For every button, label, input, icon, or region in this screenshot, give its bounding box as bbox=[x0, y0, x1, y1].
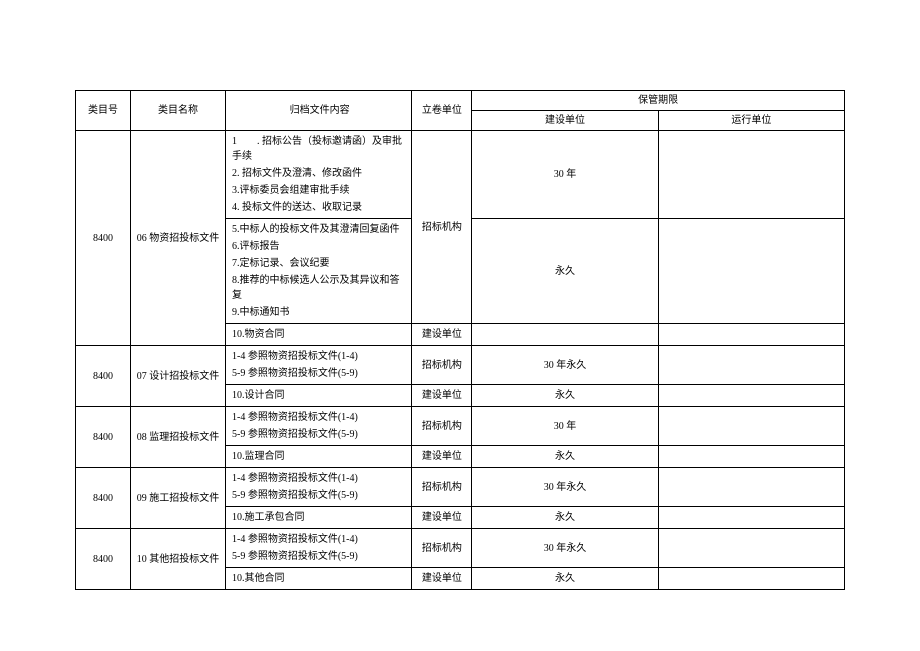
cell-period1: 30 年永久 bbox=[472, 468, 658, 507]
header-period-group: 保管期限 bbox=[472, 91, 845, 111]
header-period1: 建设单位 bbox=[472, 111, 658, 131]
cell-period1: 永久 bbox=[472, 507, 658, 529]
content-line: 10.物资合同 bbox=[232, 326, 407, 343]
cell-id: 8400 bbox=[76, 346, 131, 407]
content-line: 1-4 参照物资招投标文件(1-4) bbox=[232, 531, 407, 548]
cell-unit: 建设单位 bbox=[412, 446, 472, 468]
cell-name: 10 其他招投标文件 bbox=[131, 529, 226, 590]
content-line: 1 . 招标公告（投标邀请函）及审批手续 bbox=[232, 133, 407, 165]
cell-content: 5.中标人的投标文件及其澄清回复函件6.评标报告7.定标记录、会议纪要8.推荐的… bbox=[226, 219, 412, 324]
cell-id: 8400 bbox=[76, 407, 131, 468]
cell-id: 8400 bbox=[76, 131, 131, 346]
cell-content: 10.设计合同 bbox=[226, 385, 412, 407]
cell-unit: 建设单位 bbox=[412, 324, 472, 346]
cell-period1: 30 年 bbox=[472, 407, 658, 446]
table-body: 840006 物资招投标文件1 . 招标公告（投标邀请函）及审批手续2. 招标文… bbox=[76, 131, 845, 590]
cell-content: 1 . 招标公告（投标邀请函）及审批手续2. 招标文件及澄清、修改函件3.评标委… bbox=[226, 131, 412, 219]
cell-content: 10.监理合同 bbox=[226, 446, 412, 468]
table-row: 840006 物资招投标文件1 . 招标公告（投标邀请函）及审批手续2. 招标文… bbox=[76, 131, 845, 219]
content-line: 5-9 参照物资招投标文件(5-9) bbox=[232, 365, 407, 382]
content-line: 6.评标报告 bbox=[232, 238, 407, 255]
cell-id: 8400 bbox=[76, 529, 131, 590]
cell-period2 bbox=[658, 407, 844, 446]
cell-period1: 30 年永久 bbox=[472, 346, 658, 385]
cell-period1: 永久 bbox=[472, 568, 658, 590]
header-id: 类目号 bbox=[76, 91, 131, 131]
cell-period2 bbox=[658, 346, 844, 385]
cell-unit: 招标机构 bbox=[412, 407, 472, 446]
cell-period2 bbox=[658, 446, 844, 468]
content-line: 10.设计合同 bbox=[232, 387, 407, 404]
cell-period2 bbox=[658, 529, 844, 568]
cell-period1: 永久 bbox=[472, 219, 658, 324]
cell-name: 06 物资招投标文件 bbox=[131, 131, 226, 346]
content-line: 1-4 参照物资招投标文件(1-4) bbox=[232, 348, 407, 365]
cell-unit: 建设单位 bbox=[412, 568, 472, 590]
content-line: 2. 招标文件及澄清、修改函件 bbox=[232, 165, 407, 182]
content-line: 8.推荐的中标候选人公示及其异议和答复 bbox=[232, 272, 407, 304]
content-line: 1-4 参照物资招投标文件(1-4) bbox=[232, 409, 407, 426]
cell-period2 bbox=[658, 507, 844, 529]
cell-content: 10.物资合同 bbox=[226, 324, 412, 346]
cell-unit: 招标机构 bbox=[412, 131, 472, 324]
header-unit: 立卷单位 bbox=[412, 91, 472, 131]
content-line: 5-9 参照物资招投标文件(5-9) bbox=[232, 548, 407, 565]
table-row: 840010 其他招投标文件1-4 参照物资招投标文件(1-4)5-9 参照物资… bbox=[76, 529, 845, 568]
cell-period1: 永久 bbox=[472, 385, 658, 407]
content-line: 9.中标通知书 bbox=[232, 304, 407, 321]
header-content: 归档文件内容 bbox=[226, 91, 412, 131]
table-row: 840009 施工招投标文件1-4 参照物资招投标文件(1-4)5-9 参照物资… bbox=[76, 468, 845, 507]
cell-content: 1-4 参照物资招投标文件(1-4)5-9 参照物资招投标文件(5-9) bbox=[226, 407, 412, 446]
cell-period2 bbox=[658, 385, 844, 407]
content-line: 10.其他合同 bbox=[232, 570, 407, 587]
cell-period1: 30 年永久 bbox=[472, 529, 658, 568]
cell-unit: 建设单位 bbox=[412, 385, 472, 407]
cell-unit: 建设单位 bbox=[412, 507, 472, 529]
cell-period1: 30 年 bbox=[472, 131, 658, 219]
content-line: 7.定标记录、会议纪要 bbox=[232, 255, 407, 272]
archive-table: 类目号 类目名称 归档文件内容 立卷单位 保管期限 建设单位 运行单位 8400… bbox=[75, 90, 845, 590]
cell-unit: 招标机构 bbox=[412, 468, 472, 507]
content-line: 5.中标人的投标文件及其澄清回复函件 bbox=[232, 221, 407, 238]
cell-period2 bbox=[658, 219, 844, 324]
content-line: 5-9 参照物资招投标文件(5-9) bbox=[232, 426, 407, 443]
content-line: 5-9 参照物资招投标文件(5-9) bbox=[232, 487, 407, 504]
cell-content: 10.施工承包合同 bbox=[226, 507, 412, 529]
cell-period1: 永久 bbox=[472, 446, 658, 468]
cell-content: 1-4 参照物资招投标文件(1-4)5-9 参照物资招投标文件(5-9) bbox=[226, 468, 412, 507]
table-row: 840007 设计招投标文件1-4 参照物资招投标文件(1-4)5-9 参照物资… bbox=[76, 346, 845, 385]
cell-content: 1-4 参照物资招投标文件(1-4)5-9 参照物资招投标文件(5-9) bbox=[226, 346, 412, 385]
content-line: 10.施工承包合同 bbox=[232, 509, 407, 526]
content-line: 4. 投标文件的送达、收取记录 bbox=[232, 199, 407, 216]
cell-name: 09 施工招投标文件 bbox=[131, 468, 226, 529]
cell-content: 1-4 参照物资招投标文件(1-4)5-9 参照物资招投标文件(5-9) bbox=[226, 529, 412, 568]
cell-content: 10.其他合同 bbox=[226, 568, 412, 590]
cell-period2 bbox=[658, 324, 844, 346]
cell-period2 bbox=[658, 468, 844, 507]
content-line: 3.评标委员会组建审批手续 bbox=[232, 182, 407, 199]
header-period2: 运行单位 bbox=[658, 111, 844, 131]
content-line: 10.监理合同 bbox=[232, 448, 407, 465]
cell-period2 bbox=[658, 568, 844, 590]
table-header: 类目号 类目名称 归档文件内容 立卷单位 保管期限 建设单位 运行单位 bbox=[76, 91, 845, 131]
header-name: 类目名称 bbox=[131, 91, 226, 131]
content-line: 1-4 参照物资招投标文件(1-4) bbox=[232, 470, 407, 487]
cell-name: 07 设计招投标文件 bbox=[131, 346, 226, 407]
cell-name: 08 监理招投标文件 bbox=[131, 407, 226, 468]
cell-period2 bbox=[658, 131, 844, 219]
cell-period1 bbox=[472, 324, 658, 346]
table-row: 840008 监理招投标文件1-4 参照物资招投标文件(1-4)5-9 参照物资… bbox=[76, 407, 845, 446]
cell-id: 8400 bbox=[76, 468, 131, 529]
cell-unit: 招标机构 bbox=[412, 346, 472, 385]
cell-unit: 招标机构 bbox=[412, 529, 472, 568]
